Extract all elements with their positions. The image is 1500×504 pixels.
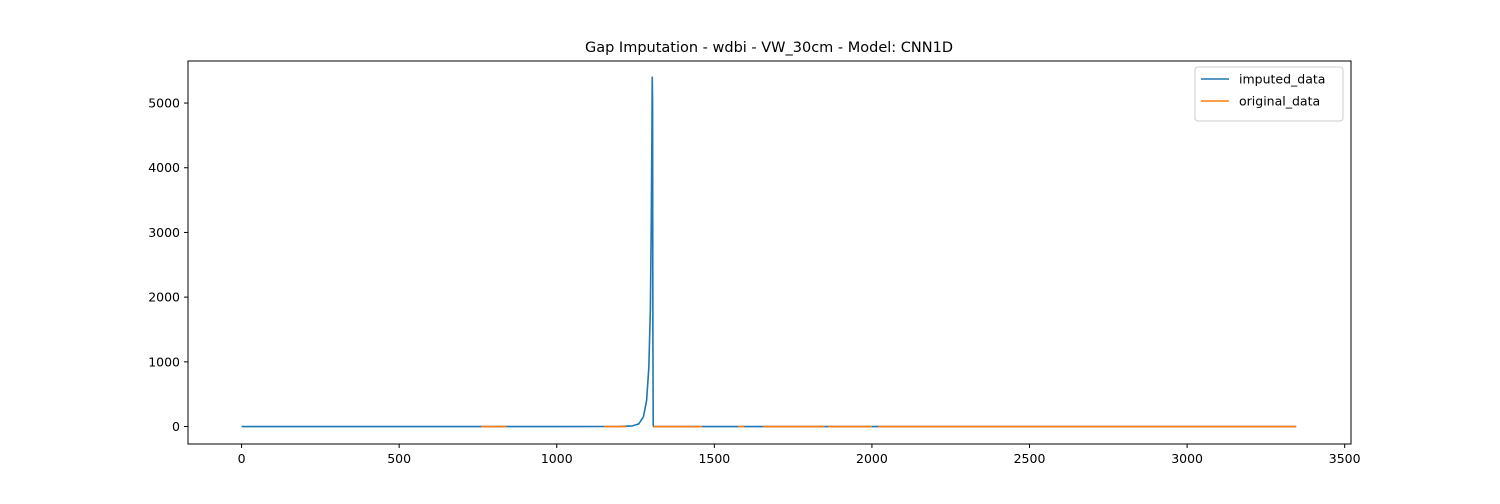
y-tick-label: 0 (172, 419, 180, 434)
y-axis: 0 1000 2000 3000 4000 5000 (148, 96, 188, 434)
x-tick-label: 2000 (856, 451, 888, 466)
x-tick-label: 3000 (1171, 451, 1203, 466)
x-tick-label: 2500 (1014, 451, 1046, 466)
legend-label-original-data: original_data (1239, 94, 1320, 109)
plot-area (241, 76, 1297, 428)
y-tick-label: 3000 (148, 225, 180, 240)
y-tick-label: 4000 (148, 160, 180, 175)
y-tick-label: 2000 (148, 290, 180, 305)
axes-frame (187, 60, 1352, 445)
legend-box (1194, 66, 1344, 122)
x-tick-label: 1000 (541, 451, 573, 466)
y-tick-label: 1000 (148, 354, 180, 369)
x-tick-label: 500 (387, 451, 411, 466)
x-axis: 0 500 1000 1500 2000 2500 3000 3500 (238, 444, 1361, 466)
x-tick-label: 1500 (698, 451, 730, 466)
y-tick-label: 5000 (148, 96, 180, 111)
series-imputed-data-line (241, 76, 1297, 428)
legend: imputed_data original_data (1194, 66, 1344, 122)
x-tick-label: 3500 (1329, 451, 1361, 466)
x-tick-label: 0 (238, 451, 246, 466)
chart-title: Gap Imputation - wdbi - VW_30cm - Model:… (585, 40, 953, 56)
legend-label-imputed-data: imputed_data (1239, 72, 1325, 87)
